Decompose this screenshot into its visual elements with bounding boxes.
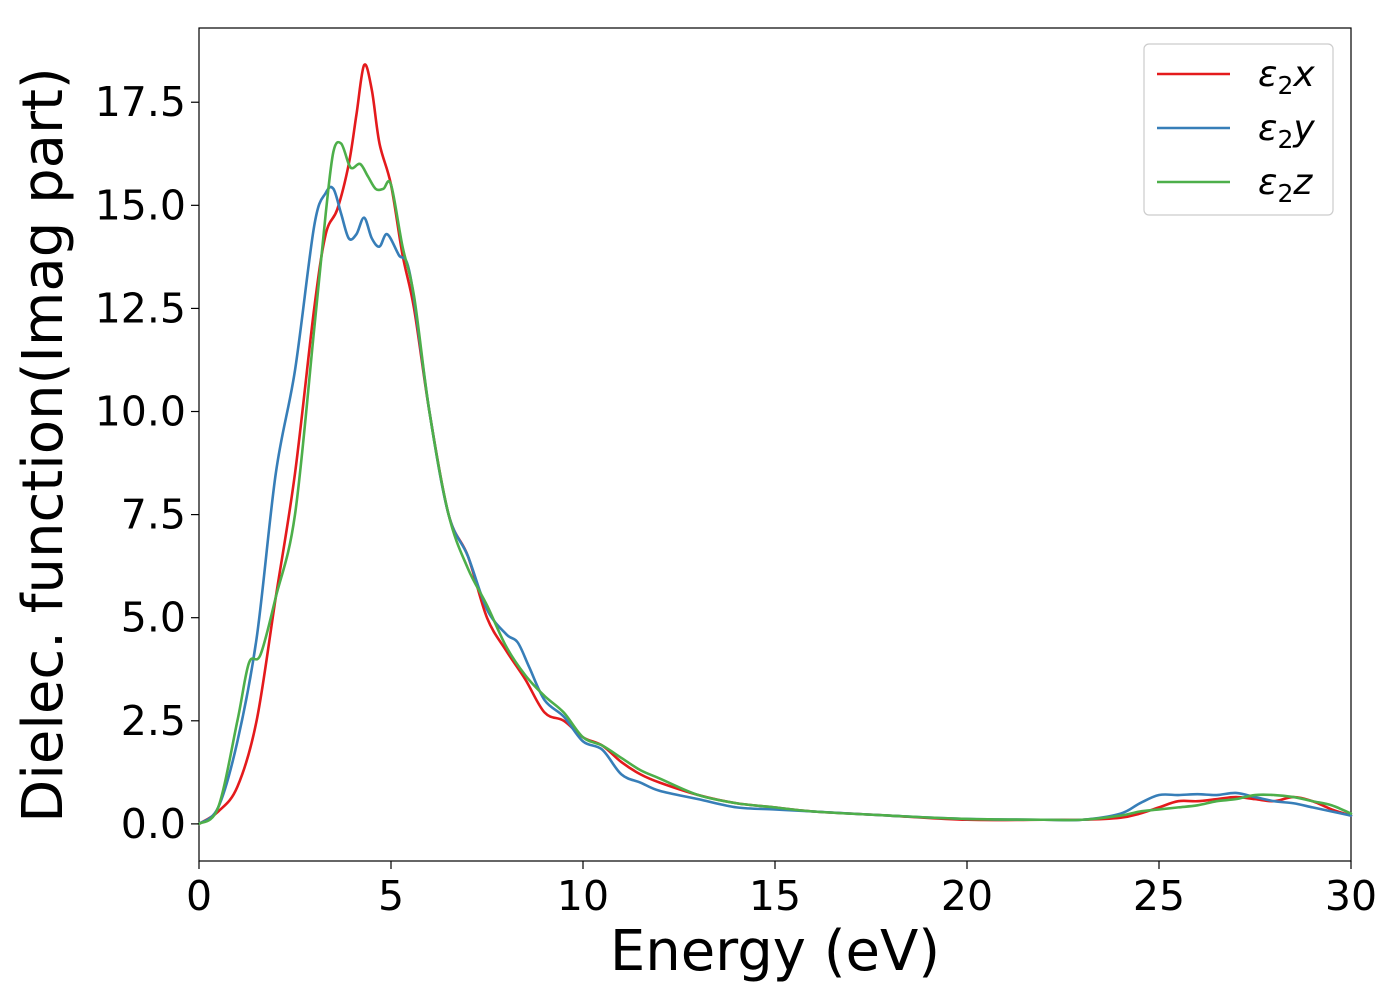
series-layer	[197, 63, 1353, 826]
legend-box	[1143, 43, 1334, 216]
y-tick-label: 0.0	[121, 800, 186, 848]
x-tick-label: 20	[941, 872, 993, 920]
legend-label: ε2x	[1258, 54, 1315, 100]
y-tick-label: 7.5	[121, 491, 186, 539]
y-tick-label: 12.5	[95, 284, 186, 332]
x-axis-label: Energy (eV)	[610, 919, 940, 984]
x-tick-label: 30	[1325, 872, 1377, 920]
y-tick-label: 2.5	[121, 697, 186, 745]
legend-label: ε2z	[1258, 162, 1313, 208]
legend: ε2x ε2y ε2z	[1143, 43, 1334, 216]
x-tick-label: 0	[186, 872, 212, 920]
x-axis-ticks: 0 5 10 15 20 25 30	[186, 861, 1377, 920]
legend-label: ε2y	[1258, 108, 1315, 154]
y-axis-label: Dielec. function(Imag part)	[11, 67, 76, 823]
x-tick-label: 5	[378, 872, 404, 920]
y-tick-label: 15.0	[95, 181, 186, 229]
y-tick-label: 10.0	[95, 388, 186, 436]
x-tick-label: 25	[1133, 872, 1185, 920]
y-axis-ticks: 0.0 2.5 5.0 7.5 10.0 12.5 15.0 17.5	[95, 78, 199, 848]
x-tick-label: 10	[557, 872, 609, 920]
y-tick-label: 5.0	[121, 594, 186, 642]
y-tick-label: 17.5	[95, 78, 186, 126]
x-tick-label: 15	[749, 872, 801, 920]
series-line-1	[197, 63, 1353, 826]
series-line-3	[197, 140, 1353, 826]
